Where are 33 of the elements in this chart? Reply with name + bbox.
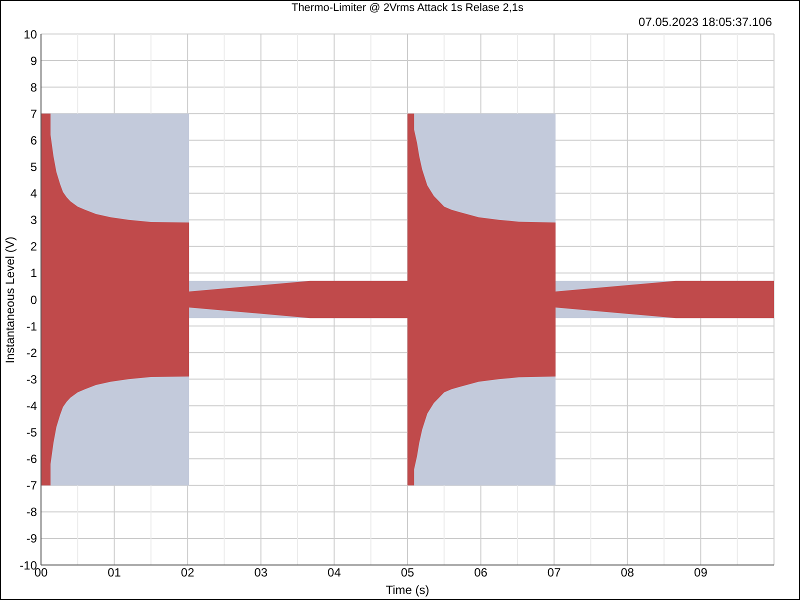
y-tick-label: 8 — [30, 80, 38, 94]
y-tick-label: -2 — [26, 346, 38, 360]
y-axis-title: Instantaneous Level (V) — [3, 236, 17, 363]
y-tick-label: 3 — [30, 213, 38, 228]
x-tick-label: 03 — [254, 566, 268, 580]
y-tick-label: 1 — [30, 266, 38, 280]
y-tick-label: -1 — [26, 319, 38, 334]
text: 07.05.2023 18:05:37.106 — [638, 15, 772, 29]
y-tick-label: -7 — [26, 478, 38, 493]
y-tick-label: 4 — [30, 186, 38, 201]
x-tick-label: 09 — [694, 566, 708, 580]
x-tick-label: 04 — [328, 566, 342, 580]
y-tick-label: 10 — [24, 27, 38, 42]
y-tick-label: 2 — [30, 240, 38, 254]
y-tick-label: 9 — [30, 54, 38, 68]
y-tick-label: -4 — [26, 398, 38, 413]
x-tick-label: 07 — [547, 566, 562, 580]
y-tick-label: 5 — [30, 160, 38, 174]
y-tick-label: 6 — [30, 133, 38, 148]
x-tick-label: 02 — [180, 566, 195, 580]
y-tick-label: -8 — [26, 505, 38, 520]
x-tick-label: 08 — [620, 566, 634, 580]
chart-title: Thermo-Limiter @ 2Vrms Attack 1s Relase 2,1s — [291, 1, 524, 15]
y-tick-label: -6 — [26, 452, 38, 466]
y-tick-label: 7 — [30, 106, 38, 121]
y-tick-label: -3 — [26, 372, 38, 386]
y-tick-label: 0 — [30, 292, 38, 307]
x-tick-label: 05 — [400, 566, 414, 580]
x-tick-label: 01 — [108, 566, 122, 580]
y-tick-label: -9 — [26, 532, 38, 546]
x-axis-title: Time (s) — [386, 583, 430, 597]
x-tick-label: 06 — [474, 566, 488, 580]
y-tick-label: -5 — [26, 426, 38, 440]
